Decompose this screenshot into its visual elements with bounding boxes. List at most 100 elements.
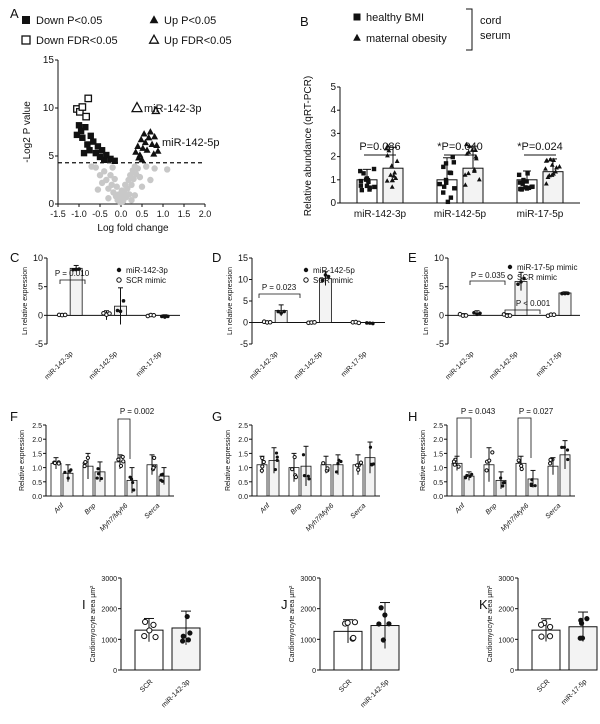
data-point — [507, 313, 513, 318]
data-point — [551, 157, 557, 163]
point-grey-circle — [94, 186, 102, 193]
data-point — [523, 185, 528, 190]
legend-marker-square — [353, 13, 361, 21]
legend-label: Up P<0.05 — [164, 15, 216, 27]
point-filled-square — [94, 143, 102, 150]
data-point — [151, 465, 156, 470]
data-point — [166, 314, 170, 319]
point-grey-circle — [151, 165, 158, 172]
data-point — [519, 466, 524, 472]
y-axis-title: Ln relative expression — [227, 267, 234, 335]
p-value-label: P = 0.043 — [461, 407, 496, 416]
data-point — [462, 172, 468, 177]
panel-d-bars: -5 0 5 10 15 Ln relative expression miR-142-3p… — [227, 253, 385, 381]
data-point — [537, 621, 545, 628]
p-value-label: P = 0.027 — [519, 407, 554, 416]
data-point — [267, 319, 273, 325]
y-tick-label: 3000 — [300, 576, 316, 583]
significance-bracket — [456, 417, 472, 458]
data-point — [546, 623, 554, 631]
y-axis-title: Ln relative expression — [22, 267, 29, 335]
data-point — [462, 182, 468, 187]
legend-label: Down P<0.05 — [36, 15, 102, 27]
y-tick-label: 10 — [238, 275, 248, 285]
y-tick-label: 0 — [330, 198, 336, 209]
x-tick-label: -1.5 — [50, 209, 66, 219]
y-tick-label: 0 — [48, 199, 54, 210]
data-point — [466, 149, 472, 154]
data-point — [358, 183, 364, 188]
p-value-label: P=0.086 — [359, 141, 400, 153]
data-point — [376, 621, 382, 627]
data-point — [358, 460, 364, 465]
data-point — [180, 633, 186, 639]
x-tick-label: Anf — [52, 502, 66, 516]
legend-marker-open-square — [21, 35, 31, 45]
significance-bracket — [469, 280, 506, 285]
panel-label-h: H — [408, 409, 417, 424]
data-point — [361, 171, 366, 176]
data-point — [184, 613, 190, 620]
data-point — [275, 458, 279, 462]
data-point — [185, 637, 192, 643]
data-point — [372, 184, 377, 190]
y-tick-label: -5 — [436, 339, 444, 349]
data-point — [132, 488, 136, 492]
data-point — [62, 312, 68, 318]
legend-marker-open-triangle — [148, 33, 160, 44]
data-point — [364, 183, 370, 189]
y-tick-label: 2000 — [498, 607, 514, 614]
panel-label-g: G — [212, 409, 222, 424]
data-point — [484, 468, 489, 473]
data-point — [85, 455, 91, 460]
data-point — [356, 467, 361, 472]
data-point — [259, 468, 264, 473]
y-tick-label: 0 — [312, 668, 316, 675]
significance-bracket — [117, 418, 131, 459]
data-point — [543, 181, 549, 186]
data-point — [551, 312, 557, 318]
significance-bracket — [59, 279, 86, 284]
data-point — [470, 472, 474, 476]
point-grey-circle — [128, 196, 135, 204]
point-open-square — [82, 112, 90, 121]
data-point — [456, 464, 461, 469]
data-point — [63, 470, 67, 474]
x-tick-label: miR-17-5p — [560, 678, 588, 706]
y-tick-label: 2000 — [101, 607, 117, 614]
x-tick-label: 2.0 — [199, 209, 212, 219]
data-point — [501, 484, 505, 488]
data-point — [118, 309, 123, 314]
data-point — [386, 147, 392, 153]
data-point — [389, 163, 395, 168]
point-grey-circle — [105, 195, 112, 202]
x-tick-label: miR-17-5p — [135, 350, 163, 378]
y-axis-title: Cardiomyocyte area µm² — [90, 585, 97, 662]
p-value-label: *P=0.024 — [517, 141, 563, 153]
panel-label-e: E — [408, 250, 417, 265]
data-point — [450, 154, 455, 160]
data-point — [469, 147, 475, 152]
panel-i-bars: 0 1000 2000 3000 Cardiomyocyte area µm² SCR mi… — [90, 576, 201, 709]
point-filled-square — [84, 141, 91, 148]
x-tick-label: -1.0 — [71, 209, 87, 219]
data-point — [380, 637, 386, 643]
point-grey-circle — [143, 163, 150, 170]
data-point — [383, 145, 389, 151]
data-point — [490, 450, 495, 455]
point-filled-square — [96, 153, 104, 161]
data-point — [273, 467, 278, 472]
data-point — [96, 472, 101, 476]
y-axis-title: Ln relative expression — [423, 267, 430, 335]
y-tick-label: 1.5 — [433, 451, 443, 458]
data-point — [445, 199, 451, 205]
data-point — [546, 633, 554, 640]
x-tick-label: Bnp — [84, 502, 98, 516]
y-tick-label: 1.5 — [238, 451, 248, 458]
data-point — [543, 166, 548, 171]
data-point — [521, 177, 526, 183]
legend-label: Down FDR<0.05 — [36, 35, 118, 47]
x-tick-label: 0.5 — [136, 209, 149, 219]
data-point — [325, 466, 330, 471]
point-filled-triangle — [132, 148, 140, 155]
